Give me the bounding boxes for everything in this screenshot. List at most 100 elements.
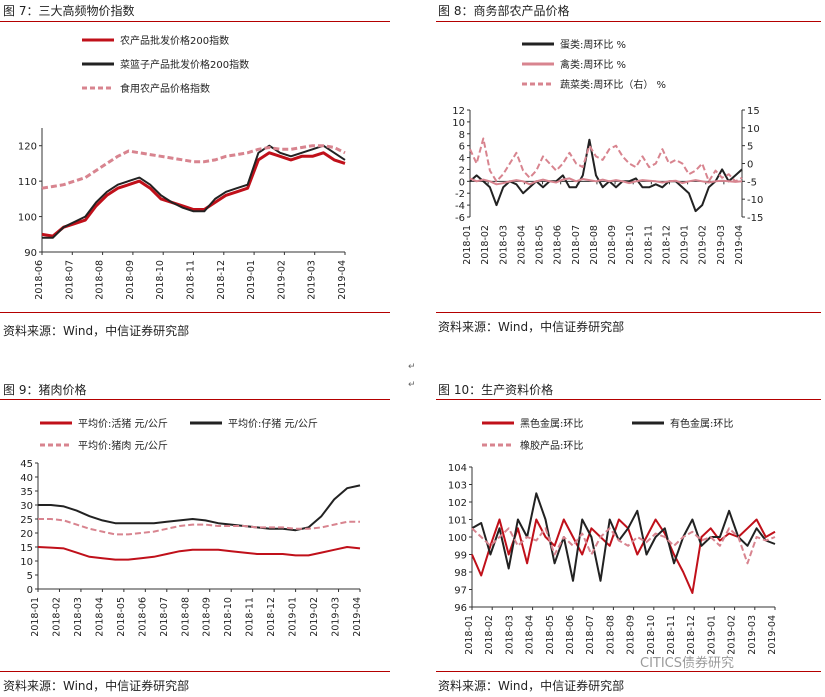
x-tick-label: 2019-03: [307, 260, 318, 300]
title-rule: [436, 399, 821, 400]
x-tick-label: 2019-04: [734, 225, 745, 265]
x-tick-label: 2018-01: [464, 615, 475, 655]
x-tick-label: 2018-01: [462, 225, 473, 265]
x-tick-label: 2018-03: [498, 225, 509, 265]
x-tick-label: 2019-03: [331, 597, 342, 637]
y-tick-label: 20: [20, 529, 33, 540]
x-tick-label: 2018-07: [585, 615, 596, 655]
y-tick-label: 90: [24, 248, 37, 259]
y2-tick-label: -10: [747, 195, 763, 206]
y-tick-label: 8: [459, 130, 465, 141]
x-tick-label: 2018-08: [605, 615, 616, 655]
x-tick-label: 2018-06: [137, 597, 148, 637]
legend-label: 平均价:仔猪 元/公斤: [228, 418, 318, 430]
y-tick-label: 0: [27, 585, 33, 596]
series-line: [471, 518, 776, 594]
x-tick-label: 2019-01: [706, 615, 717, 655]
series-line: [471, 492, 776, 582]
y-tick-label: 2: [459, 165, 465, 176]
y-tick-label: 12: [452, 106, 465, 117]
x-tick-label: 2019-01: [288, 597, 299, 637]
legend-label: 蔬菜类:周环比（右） %: [560, 78, 666, 91]
series-line: [41, 151, 346, 238]
paragraph-mark: ↵: [408, 362, 416, 372]
x-tick-label: 2018-10: [223, 597, 234, 637]
series-line: [38, 484, 361, 532]
panel-title: 图 8：商务部农产品价格: [438, 4, 570, 18]
x-tick-label: 2018-10: [625, 225, 636, 265]
y-tick-label: 102: [448, 498, 467, 509]
x-tick-label: 2018-04: [525, 615, 536, 655]
x-tick-label: 2018-09: [607, 225, 618, 265]
y-tick-label: 5: [27, 571, 33, 582]
x-tick-label: 2019-02: [309, 597, 320, 637]
x-tick-label: 2018-01: [30, 597, 41, 637]
x-tick-label: 2019-04: [767, 615, 778, 655]
panel-fig7: 图 7：三大高频物价指数 农产品批发价格200指数 菜篮子产品批发价格200指数食…: [0, 0, 398, 345]
y-tick-label: 103: [448, 481, 467, 492]
x-tick-label: 2018-02: [484, 615, 495, 655]
title-rule: [436, 21, 821, 22]
chart-fig8: 蛋类:周环比 %禽类:周环比 %蔬菜类:周环比（右） %-6-4-2024681…: [452, 38, 763, 265]
legend-label: 黑色金属:环比: [520, 417, 583, 430]
source-rule: [436, 671, 821, 672]
panel-fig10: 图 10：生产资料价格 黑色金属:环比 有色金属:环比 橡胶产品:环比 96 97 98 9…: [430, 375, 825, 697]
y-tick-label: 97: [454, 586, 467, 597]
legend-label: 平均价:活猪 元/公斤: [78, 418, 168, 430]
x-tick-label: 2018-06: [34, 260, 45, 300]
x-tick-label: 2018-12: [216, 260, 227, 300]
legend-label: 菜篮子产品批发价格200指数: [120, 58, 249, 71]
x-tick-label: 2018-07: [64, 260, 75, 300]
y-tick-label: 104: [448, 463, 467, 474]
x-tick-label: 2018-05: [545, 615, 556, 655]
x-tick-label: 2018-07: [159, 597, 170, 637]
x-tick-label: 2018-03: [73, 597, 84, 637]
y-tick-label: 100: [18, 213, 37, 224]
y-tick-label: 30: [20, 501, 33, 512]
y-tick-label: -2: [455, 189, 465, 200]
legend-label: 禽类:周环比 %: [560, 58, 626, 71]
x-tick-label: 2018-11: [643, 225, 654, 265]
y-tick-label: 10: [452, 118, 465, 129]
series-line: [469, 137, 743, 183]
y2-tick-label: 0: [747, 160, 753, 171]
series-line: [42, 144, 346, 239]
x-tick-label: 2018-11: [245, 597, 256, 637]
x-tick-label: 2018-10: [155, 260, 166, 300]
series-line: [469, 177, 743, 186]
title-rule: [0, 399, 390, 400]
y-tick-label: 110: [18, 177, 37, 188]
x-tick-label: 2019-01: [246, 260, 257, 300]
x-tick-label: 2019-03: [747, 615, 758, 655]
title-rule: [0, 21, 390, 22]
series-line: [41, 144, 346, 190]
x-tick-label: 2018-08: [180, 597, 191, 637]
y-tick-label: 98: [454, 568, 467, 579]
legend-label: 农产品批发价格200指数: [120, 34, 229, 47]
y-tick-label: 45: [20, 459, 33, 470]
y-tick-label: 99: [454, 551, 467, 562]
x-tick-label: 2018-11: [666, 615, 677, 655]
paragraph-mark: ↵: [408, 380, 416, 390]
y2-tick-label: -15: [747, 213, 763, 224]
y-tick-label: 120: [18, 142, 37, 153]
x-tick-label: 2018-12: [266, 597, 277, 637]
y-tick-label: 15: [20, 543, 33, 554]
x-tick-label: 2018-06: [565, 615, 576, 655]
x-tick-label: 2018-02: [51, 597, 62, 637]
x-tick-label: 2019-03: [716, 225, 727, 265]
y-tick-label: 25: [20, 515, 33, 526]
legend-label: 橡胶产品:环比: [520, 439, 583, 452]
watermark-text: CITICS债券研究: [640, 656, 735, 671]
x-tick-label: 2018-03: [504, 615, 515, 655]
x-tick-label: 2019-02: [698, 225, 709, 265]
legend-label: 食用农产品价格指数: [120, 82, 210, 95]
source-text: 资料来源：Wind，中信证券研究部: [438, 679, 625, 693]
x-tick-label: 2019-02: [276, 260, 287, 300]
source-text: 资料来源：Wind，中信证券研究部: [3, 679, 190, 693]
y2-tick-label: 10: [747, 124, 760, 135]
panel-title: 图 9：猪肉价格: [3, 383, 87, 397]
x-tick-label: 2019-02: [727, 615, 738, 655]
source-text: 资料来源：Wind，中信证券研究部: [438, 320, 625, 334]
